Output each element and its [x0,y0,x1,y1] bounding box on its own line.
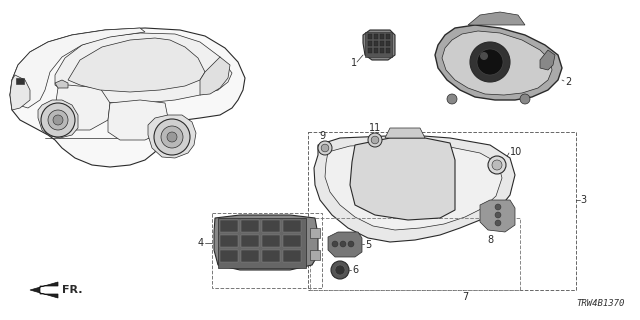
Bar [368,48,372,53]
Bar [220,220,238,232]
Bar [374,41,378,46]
Polygon shape [55,80,68,88]
Bar [241,235,259,247]
Text: 9: 9 [319,131,325,141]
Polygon shape [10,28,245,167]
Polygon shape [540,50,555,70]
Bar [212,213,322,288]
Bar [380,41,384,46]
Polygon shape [325,143,502,230]
Polygon shape [468,12,525,25]
Circle shape [318,141,332,155]
Bar [283,235,301,247]
Polygon shape [55,33,232,103]
Bar [220,250,238,262]
Circle shape [495,204,501,210]
Bar [310,228,320,238]
Polygon shape [363,30,395,60]
Bar [374,48,378,53]
Circle shape [340,241,346,247]
Circle shape [53,115,63,125]
Bar [262,235,280,247]
Bar [380,34,384,39]
Circle shape [161,126,183,148]
Bar [368,41,372,46]
Text: 10: 10 [510,147,522,157]
Bar [220,235,238,247]
Circle shape [488,156,506,174]
Bar [218,218,306,268]
Circle shape [470,42,510,82]
Text: 5: 5 [365,240,371,250]
Bar [310,218,520,290]
Circle shape [368,133,382,147]
Circle shape [495,212,501,218]
Polygon shape [214,215,318,270]
Polygon shape [480,200,515,232]
Bar [365,32,392,57]
Circle shape [41,103,75,137]
Circle shape [335,265,345,275]
Polygon shape [148,115,196,158]
Circle shape [48,110,68,130]
Polygon shape [328,232,362,257]
Bar [262,220,280,232]
Circle shape [331,261,349,279]
Bar [386,48,390,53]
Polygon shape [200,57,230,95]
Circle shape [321,144,329,152]
Circle shape [371,136,379,144]
Bar [386,34,390,39]
Polygon shape [385,128,425,138]
Bar [368,34,372,39]
Text: 7: 7 [462,292,468,302]
Polygon shape [442,31,552,95]
Bar [386,41,390,46]
Bar [283,250,301,262]
Text: TRW4B1370: TRW4B1370 [577,299,625,308]
Text: 1: 1 [351,58,357,68]
Text: 3: 3 [580,195,586,205]
Bar [308,132,576,290]
Polygon shape [10,75,30,110]
Polygon shape [435,25,562,100]
Circle shape [332,241,338,247]
Circle shape [477,49,503,75]
Polygon shape [38,100,78,138]
Polygon shape [10,28,145,108]
Circle shape [480,52,488,60]
Text: 6: 6 [352,265,358,275]
Bar [16,78,24,84]
Text: 8: 8 [487,235,493,245]
Circle shape [154,119,190,155]
Polygon shape [30,282,58,298]
Circle shape [167,132,177,142]
Circle shape [495,220,501,226]
Polygon shape [108,100,168,140]
Circle shape [348,241,354,247]
Bar [380,48,384,53]
Bar [283,220,301,232]
Circle shape [492,160,502,170]
Bar [262,250,280,262]
Text: FR.: FR. [62,285,83,295]
Polygon shape [314,135,515,242]
Text: 2: 2 [565,77,572,87]
Bar [241,250,259,262]
Text: 11: 11 [369,123,381,133]
Bar [374,34,378,39]
Polygon shape [55,85,110,130]
Bar [241,220,259,232]
Polygon shape [68,38,205,92]
Circle shape [520,94,530,104]
Circle shape [447,94,457,104]
Bar [310,250,320,260]
Polygon shape [350,138,455,220]
Text: 4: 4 [198,238,204,248]
